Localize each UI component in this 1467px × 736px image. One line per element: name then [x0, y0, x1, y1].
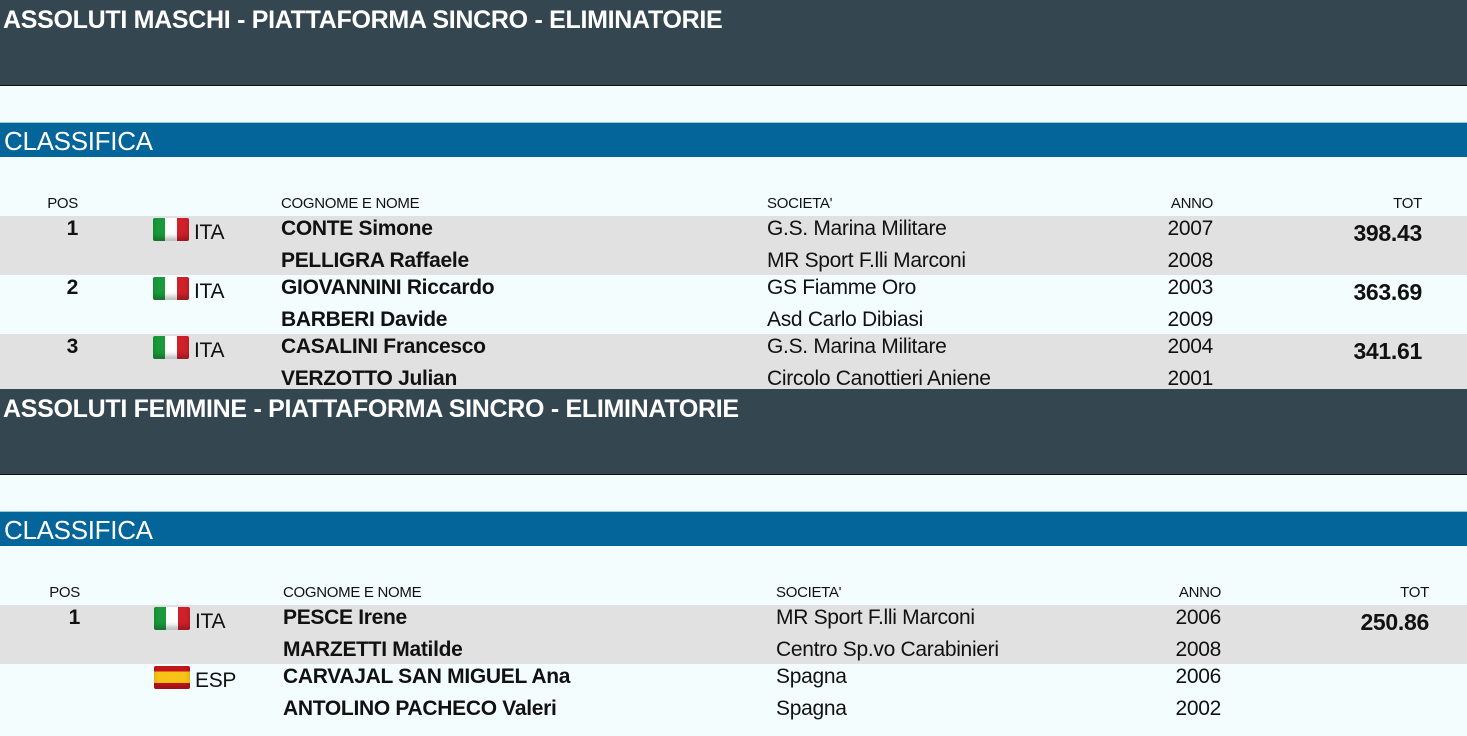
- athlete-year: 2008: [1175, 638, 1221, 661]
- total-score: 250.86: [1360, 609, 1429, 635]
- athlete-name: CONTE Simone: [281, 217, 433, 240]
- ranking-title: CLASSIFICA: [4, 126, 153, 156]
- table-row: 1 ITA PESCE Irene MR Sport F.lli Marconi 200…: [0, 605, 1467, 664]
- athlete-name: PELLIGRA Raffaele: [281, 249, 469, 272]
- athlete-club: MR Sport F.lli Marconi: [776, 606, 975, 629]
- nation-code: ITA: [194, 221, 225, 244]
- athlete-year: 2003: [1167, 276, 1213, 299]
- athlete-year: 2006: [1175, 665, 1221, 688]
- column-header-tot: TOT: [1400, 584, 1429, 601]
- position: 2: [66, 276, 79, 299]
- athlete-name: PESCE Irene: [283, 606, 407, 629]
- table-row: 3 ITA CASALINI Francesco G.S. Marina Milita…: [0, 334, 1467, 393]
- nation-code: ITA: [195, 610, 226, 633]
- event-title: ASSOLUTI FEMMINE - PIATTAFORMA SINCRO - …: [3, 395, 739, 423]
- athlete-year: 2001: [1167, 367, 1213, 390]
- athlete-name: BARBERI Davide: [281, 308, 448, 331]
- column-header-club: SOCIETA': [767, 195, 833, 212]
- event-header: ASSOLUTI FEMMINE - PIATTAFORMA SINCRO - …: [0, 389, 1467, 475]
- column-header-club: SOCIETA': [776, 584, 842, 601]
- flag-spain-icon: [154, 666, 190, 689]
- nation-code: ITA: [194, 339, 225, 362]
- athlete-name: CARVAJAL SAN MIGUEL Ana: [283, 665, 571, 688]
- column-header-pos: POS: [47, 195, 78, 212]
- flag-italy-icon: [154, 607, 190, 630]
- athlete-name: ANTOLINO PACHECO Valeri: [283, 697, 557, 720]
- event-header: ASSOLUTI MASCHI - PIATTAFORMA SINCRO - E…: [0, 0, 1467, 86]
- athlete-year: 2009: [1167, 308, 1213, 331]
- total-score: 363.69: [1353, 279, 1422, 305]
- position: 1: [66, 217, 79, 240]
- nation-code: ESP: [195, 669, 237, 692]
- event-title: ASSOLUTI MASCHI - PIATTAFORMA SINCRO - E…: [3, 6, 723, 34]
- column-header-year: ANNO: [1178, 584, 1221, 601]
- column-header-name: COGNOME E NOME: [281, 195, 420, 212]
- athlete-name: VERZOTTO Julian: [281, 367, 457, 390]
- athlete-club: G.S. Marina Militare: [767, 217, 947, 240]
- athlete-name: MARZETTI Matilde: [283, 638, 463, 661]
- athlete-club: MR Sport F.lli Marconi: [767, 249, 966, 272]
- athlete-club: G.S. Marina Militare: [767, 335, 947, 358]
- athlete-name: GIOVANNINI Riccardo: [281, 276, 495, 299]
- athlete-year: 2004: [1167, 335, 1213, 358]
- table-row: ESP CARVAJAL SAN MIGUEL Ana Spagna 2006 ANTO…: [0, 664, 1467, 723]
- athlete-club: Spagna: [776, 697, 847, 720]
- position: 3: [66, 335, 79, 358]
- table-row: 1 ITA CONTE Simone G.S. Marina Militare 2007…: [0, 216, 1467, 275]
- position: 1: [68, 606, 81, 629]
- column-header-name: COGNOME E NOME: [283, 584, 422, 601]
- column-header-pos: POS: [49, 584, 80, 601]
- athlete-club: Centro Sp.vo Carabinieri: [776, 638, 999, 661]
- column-header-tot: TOT: [1393, 195, 1422, 212]
- athlete-name: CASALINI Francesco: [281, 335, 486, 358]
- nation-code: ITA: [194, 280, 225, 303]
- total-score: 341.61: [1353, 338, 1422, 364]
- flag-italy-icon: [153, 218, 189, 241]
- flag-italy-icon: [153, 336, 189, 359]
- total-score: 398.43: [1353, 220, 1422, 246]
- ranking-title: CLASSIFICA: [4, 515, 153, 545]
- athlete-club: GS Fiamme Oro: [767, 276, 916, 299]
- athlete-club: Asd Carlo Dibiasi: [767, 308, 923, 331]
- athlete-club: Spagna: [776, 665, 847, 688]
- athlete-year: 2008: [1167, 249, 1213, 272]
- athlete-year: 2007: [1167, 217, 1213, 240]
- athlete-club: Circolo Canottieri Aniene: [767, 367, 991, 390]
- ranking-header: CLASSIFICA: [0, 511, 1467, 546]
- ranking-header: CLASSIFICA: [0, 122, 1467, 157]
- athlete-year: 2002: [1175, 697, 1221, 720]
- athlete-year: 2006: [1175, 606, 1221, 629]
- table-row: 2 ITA GIOVANNINI Riccardo GS Fiamme Oro 2003…: [0, 275, 1467, 334]
- column-header-year: ANNO: [1170, 195, 1213, 212]
- flag-italy-icon: [153, 277, 189, 300]
